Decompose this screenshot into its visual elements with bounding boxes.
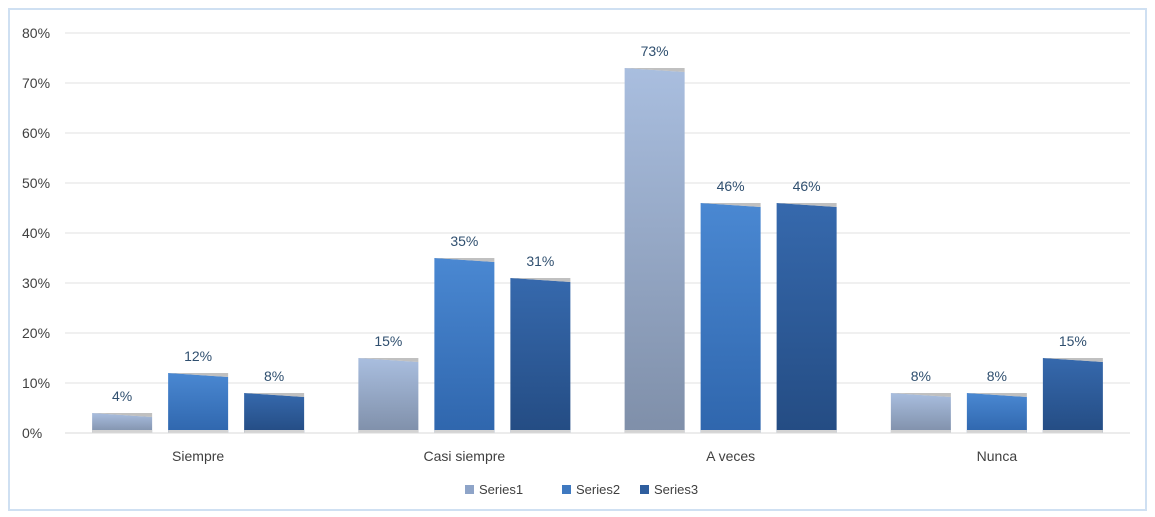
bar	[700, 203, 761, 433]
y-tick-label: 50%	[22, 175, 50, 191]
y-tick-label: 70%	[22, 75, 50, 91]
bar-base	[890, 430, 951, 433]
x-tick-label: Casi siempre	[424, 448, 506, 464]
bar-base	[510, 430, 571, 433]
x-axis: Siempre Casi siempre A veces Nunca	[65, 432, 1130, 464]
bar	[92, 413, 153, 433]
bar-base	[700, 430, 761, 433]
bar-top-bevel	[92, 413, 153, 417]
bar-base	[358, 430, 419, 433]
legend-swatch	[640, 485, 649, 494]
bar-top-bevel	[510, 278, 571, 282]
data-label: 4%	[112, 388, 132, 404]
bar	[168, 373, 229, 433]
bar-top-bevel	[966, 393, 1027, 397]
legend-label: Series1	[479, 482, 523, 497]
y-axis: 0% 10% 20% 30% 40% 50% 60% 70% 80%	[22, 25, 50, 441]
bar-base	[1042, 430, 1103, 433]
y-tick-label: 60%	[22, 125, 50, 141]
bar	[510, 278, 571, 433]
x-tick-label: A veces	[706, 448, 755, 464]
y-tick-label: 40%	[22, 225, 50, 241]
data-labels: 4% 12% 8% 15% 35% 31% 73% 46% 46% 8% 8% 15%	[112, 43, 1087, 404]
data-label: 15%	[1059, 333, 1087, 349]
data-label: 8%	[264, 368, 284, 384]
bar-base	[776, 430, 837, 433]
x-tick-label: Nunca	[977, 448, 1018, 464]
data-label: 15%	[374, 333, 402, 349]
bar	[1042, 358, 1103, 433]
bar	[776, 203, 837, 433]
data-label: 31%	[526, 253, 554, 269]
data-label: 35%	[450, 233, 478, 249]
data-label: 12%	[184, 348, 212, 364]
bar-base	[168, 430, 229, 433]
x-tick-label: Siempre	[172, 448, 224, 464]
bar-base	[244, 430, 305, 433]
bar-top-bevel	[168, 373, 229, 377]
data-label: 46%	[717, 178, 745, 194]
bar-top-bevel	[434, 258, 495, 262]
bar-top-bevel	[700, 203, 761, 207]
data-label: 8%	[987, 368, 1007, 384]
data-label: 73%	[641, 43, 669, 59]
legend-swatch	[465, 485, 474, 494]
bars	[92, 68, 1103, 433]
bar	[244, 393, 305, 433]
bar-base	[624, 430, 685, 433]
y-tick-label: 20%	[22, 325, 50, 341]
bar-base	[92, 430, 153, 433]
bar-top-bevel	[890, 393, 951, 397]
bar	[966, 393, 1027, 433]
legend-swatch	[562, 485, 571, 494]
bar-top-bevel	[624, 68, 685, 72]
y-tick-label: 0%	[22, 425, 42, 441]
y-tick-label: 80%	[22, 25, 50, 41]
bar	[434, 258, 495, 433]
data-label: 8%	[911, 368, 931, 384]
bar	[890, 393, 951, 433]
y-tick-label: 30%	[22, 275, 50, 291]
bar-base	[434, 430, 495, 433]
bar	[624, 68, 685, 433]
legend-label: Series2	[576, 482, 620, 497]
y-tick-label: 10%	[22, 375, 50, 391]
bar-top-bevel	[358, 358, 419, 362]
bar	[358, 358, 419, 433]
bar-top-bevel	[776, 203, 837, 207]
bar-top-bevel	[1042, 358, 1103, 362]
legend: Series1 Series2 Series3	[465, 482, 698, 497]
data-label: 46%	[793, 178, 821, 194]
bar-base	[966, 430, 1027, 433]
legend-label: Series3	[654, 482, 698, 497]
bar-top-bevel	[244, 393, 305, 397]
